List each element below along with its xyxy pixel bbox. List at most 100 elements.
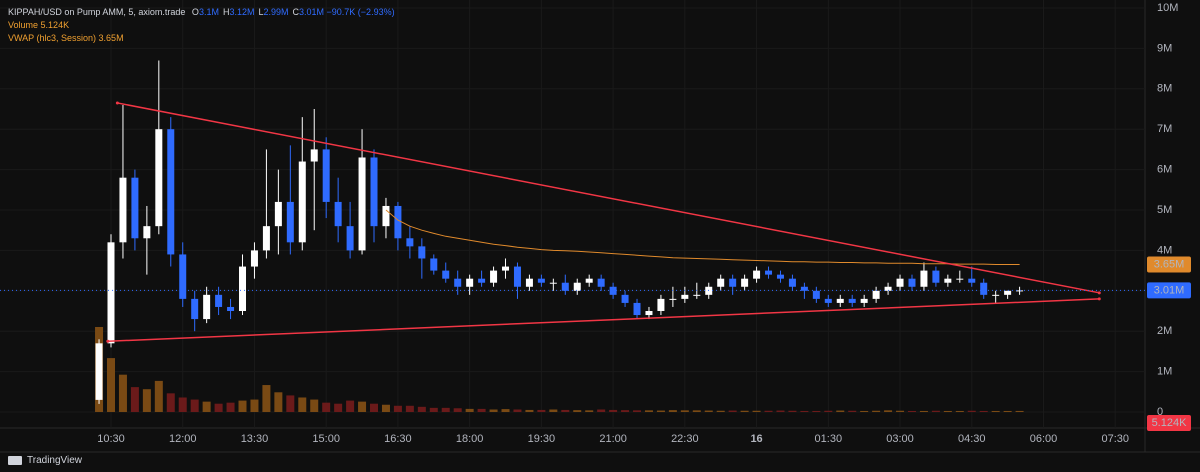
candle-body bbox=[203, 294, 211, 320]
volume-bar bbox=[848, 410, 857, 412]
candle-body bbox=[525, 278, 533, 287]
candle-body bbox=[95, 343, 103, 400]
volume-bar bbox=[202, 401, 211, 412]
candle-body bbox=[717, 278, 725, 287]
candle-body bbox=[155, 129, 163, 227]
y-tick-label: 8M bbox=[1157, 83, 1172, 95]
candle-body bbox=[896, 278, 904, 287]
candle-body bbox=[107, 242, 115, 344]
candle-body bbox=[406, 238, 414, 247]
symbol: KIPPAH/USD on Pump AMM, 5, axiom.trade bbox=[8, 7, 186, 17]
brand-name: TradingView bbox=[27, 455, 83, 466]
legend: KIPPAH/USD on Pump AMM, 5, axiom.trade O… bbox=[8, 6, 395, 45]
candle-body bbox=[824, 298, 832, 303]
volume-value: 5.124K bbox=[40, 20, 70, 30]
volume-bar bbox=[967, 410, 976, 412]
y-tick-label: 7M bbox=[1157, 123, 1172, 135]
volume-bar bbox=[513, 409, 522, 412]
candle-body bbox=[573, 282, 581, 291]
volume-bar bbox=[107, 358, 115, 412]
candle-body bbox=[633, 302, 641, 316]
x-tick-label: 16 bbox=[750, 433, 762, 445]
y-tick-label: 6M bbox=[1157, 164, 1172, 176]
vwap-price-box bbox=[1147, 256, 1191, 273]
volume-bar bbox=[154, 380, 163, 412]
candle-body bbox=[585, 278, 593, 283]
volume-bar bbox=[537, 409, 546, 412]
volume-bar bbox=[884, 410, 893, 412]
x-tick-label: 12:00 bbox=[169, 433, 197, 445]
candle-body bbox=[119, 177, 127, 243]
y-tick-label: 2M bbox=[1157, 325, 1172, 337]
volume-bar bbox=[979, 410, 988, 412]
volume-bar bbox=[943, 410, 952, 412]
candle-body bbox=[765, 270, 773, 275]
candle-body bbox=[346, 226, 354, 251]
volume-bar bbox=[824, 410, 833, 412]
candle-body bbox=[179, 254, 187, 299]
candle-body bbox=[860, 298, 868, 303]
candle-body bbox=[537, 278, 545, 283]
volume-bar bbox=[130, 387, 139, 412]
candle-body bbox=[215, 294, 223, 307]
candle-body bbox=[394, 205, 402, 239]
trend-handle bbox=[115, 101, 119, 105]
brand[interactable]: TradingView bbox=[8, 455, 82, 466]
candle-body bbox=[872, 290, 880, 299]
candle-body bbox=[932, 270, 940, 283]
volume-bar bbox=[931, 410, 940, 412]
ohlc-key: O bbox=[191, 7, 199, 17]
volume-bar bbox=[692, 410, 701, 412]
volume-bar bbox=[118, 374, 127, 412]
volume-bar bbox=[214, 403, 223, 412]
candle-body bbox=[848, 298, 856, 303]
x-tick-label: 03:00 bbox=[886, 433, 914, 445]
candle-body bbox=[956, 278, 964, 280]
volume-bar bbox=[274, 392, 283, 412]
x-tick-label: 19:30 bbox=[528, 433, 556, 445]
candle-body bbox=[430, 258, 438, 271]
volume-bar bbox=[776, 410, 785, 412]
candle-body bbox=[442, 270, 450, 279]
volume-bar bbox=[656, 410, 665, 412]
volume-bar bbox=[370, 403, 379, 412]
volume-bar bbox=[453, 408, 462, 412]
volume-bar bbox=[728, 410, 737, 412]
candle-body bbox=[502, 266, 510, 271]
volume-bar bbox=[955, 410, 964, 412]
x-tick-label: 18:00 bbox=[456, 433, 484, 445]
volume-bar bbox=[1015, 410, 1024, 412]
volume-bar bbox=[561, 409, 570, 412]
candle-body bbox=[322, 149, 330, 202]
volume-bar bbox=[298, 397, 307, 412]
volume-bar bbox=[1003, 410, 1012, 412]
volume-bar bbox=[860, 410, 869, 412]
y-tick-label: 0 bbox=[1157, 406, 1163, 418]
candle-body bbox=[227, 306, 235, 311]
volume-bar bbox=[417, 406, 426, 412]
ohlc-key: H bbox=[222, 7, 230, 17]
x-tick-label: 06:00 bbox=[1030, 433, 1058, 445]
candle-body bbox=[908, 278, 916, 287]
ohlc-value: 3.01M bbox=[299, 7, 325, 17]
volume-bar bbox=[896, 410, 905, 412]
volume-bar bbox=[393, 405, 402, 412]
last-price-label: 3.01M bbox=[1154, 284, 1185, 296]
candle-body bbox=[454, 278, 462, 287]
candle-body bbox=[836, 298, 844, 303]
x-tick-label: 07:30 bbox=[1101, 433, 1129, 445]
candle-body bbox=[478, 278, 486, 283]
volume-bar bbox=[800, 410, 809, 412]
volume-bar bbox=[465, 408, 474, 412]
x-tick-label: 13:30 bbox=[241, 433, 269, 445]
candle-body bbox=[549, 282, 557, 284]
candle-body bbox=[131, 177, 139, 239]
vwap-price-label: 3.65M bbox=[1154, 258, 1185, 270]
candle-body bbox=[597, 278, 605, 287]
volume-name: Volume bbox=[8, 20, 39, 30]
candle-body bbox=[800, 286, 808, 291]
candle-body bbox=[920, 270, 928, 287]
legend-vwap: VWAP (hlc3, Session) 3.65M bbox=[8, 32, 395, 45]
candle-body bbox=[669, 298, 677, 300]
